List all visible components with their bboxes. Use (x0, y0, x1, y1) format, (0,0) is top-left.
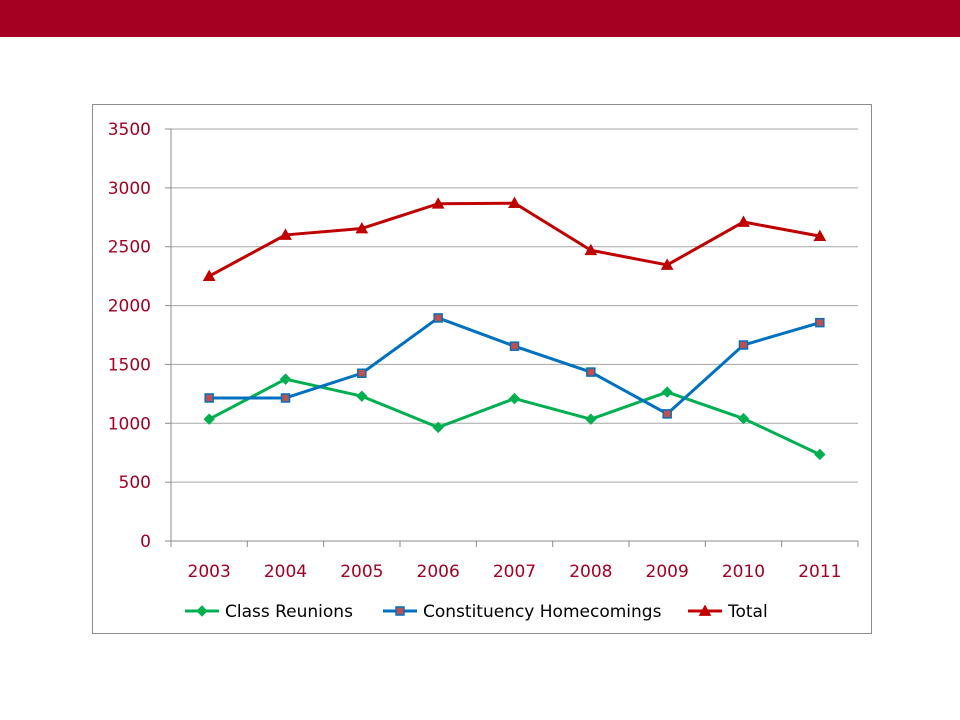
x-tick-label: 2008 (569, 562, 612, 582)
data-point-total (202, 269, 216, 282)
legend-marker (196, 605, 208, 617)
data-point-constituency-homecomings (280, 393, 291, 403)
data-point-constituency-homecomings (509, 341, 520, 351)
data-point-class-reunions (432, 421, 444, 434)
legend-item-total: Total (688, 602, 768, 622)
data-point-class-reunions (279, 373, 292, 385)
series-lines (202, 196, 827, 461)
series-total (202, 196, 827, 282)
data-point-total (660, 258, 674, 270)
legend-marker (395, 606, 405, 616)
y-tick-label: 500 (119, 473, 151, 493)
series-line-class-reunions (207, 377, 822, 456)
data-point-total (508, 196, 521, 209)
x-tick-label: 2005 (340, 562, 383, 582)
chart-frame: 0 500 1000 1500 2000 2500 3000 3500 2003 2004 200… (92, 104, 872, 634)
data-point-class-reunions (661, 386, 673, 398)
legend-label: Constituency Homecomings (423, 602, 662, 622)
data-point-class-reunions (203, 413, 215, 425)
x-axis-tick-labels: 2003 2004 2005 2006 2007 2008 2009 2010 2011 (188, 562, 842, 582)
data-point-constituency-homecomings (662, 409, 672, 419)
y-tick-label: 2500 (108, 238, 151, 258)
y-axis-tick-labels: 0 500 1000 1500 2000 2500 3000 3500 (108, 120, 151, 552)
data-point-total (737, 215, 750, 227)
legend: Class Reunions Constituency Homecomings To… (185, 602, 768, 622)
data-point-total (279, 228, 292, 240)
data-point-total (813, 229, 827, 242)
x-tick-label: 2007 (493, 562, 536, 582)
series-class-reunions (203, 373, 826, 461)
data-point-constituency-homecomings (815, 317, 825, 328)
top-banner (0, 0, 960, 37)
data-point-constituency-homecomings (738, 340, 749, 350)
x-tick-label: 2006 (417, 562, 460, 582)
legend-item-constituency-homecomings: Constituency Homecomings (383, 602, 662, 622)
y-tick-label: 0 (140, 532, 151, 552)
legend-marker (698, 604, 712, 616)
series-constituency-homecomings (204, 313, 825, 419)
legend-item-class-reunions: Class Reunions (185, 602, 353, 622)
data-point-total (355, 221, 369, 234)
data-point-constituency-homecomings (433, 313, 443, 323)
data-point-constituency-homecomings (586, 367, 596, 377)
y-tick-label: 2000 (108, 297, 151, 317)
x-tick-label: 2011 (798, 562, 841, 582)
y-tick-label: 1000 (108, 414, 151, 434)
data-point-constituency-homecomings (357, 368, 367, 379)
data-point-constituency-homecomings (204, 393, 214, 403)
x-tick-label: 2003 (188, 562, 231, 582)
y-tick-label: 3500 (108, 120, 151, 140)
axes (165, 128, 859, 547)
gridlines (171, 128, 858, 483)
x-tick-label: 2004 (264, 562, 307, 582)
x-tick-label: 2009 (646, 562, 689, 582)
data-point-class-reunions (356, 390, 368, 402)
data-point-total (584, 243, 598, 256)
data-point-class-reunions (585, 413, 597, 425)
legend-label: Total (727, 602, 768, 622)
data-point-class-reunions (737, 412, 750, 425)
y-tick-label: 3000 (108, 179, 151, 199)
series-line-total (207, 201, 822, 278)
data-point-class-reunions (508, 392, 521, 405)
legend-label: Class Reunions (225, 602, 353, 622)
x-tick-label: 2010 (722, 562, 765, 582)
data-point-total (431, 197, 445, 209)
data-point-class-reunions (814, 448, 826, 461)
y-tick-label: 1500 (108, 355, 151, 375)
